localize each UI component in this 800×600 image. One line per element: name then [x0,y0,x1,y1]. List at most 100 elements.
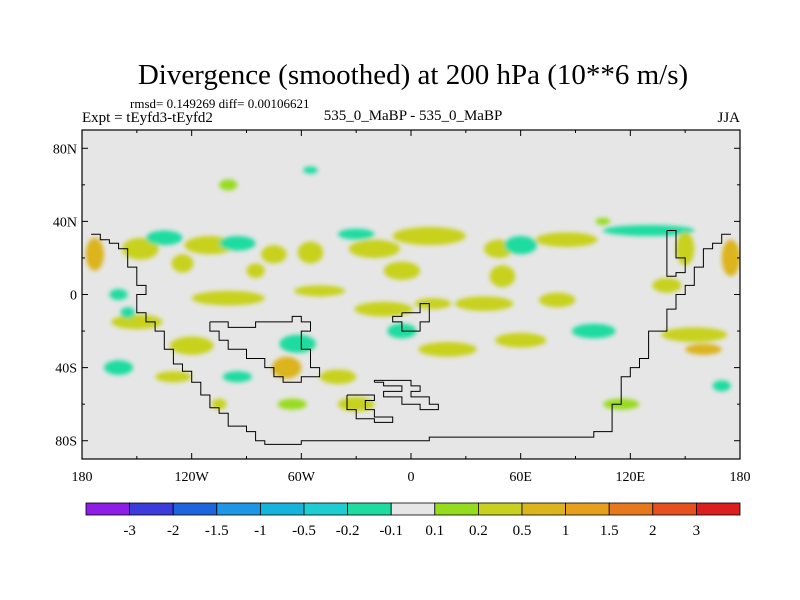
contour-blob [712,380,731,392]
contour-blob [272,356,302,379]
x-tick-label: 180 [72,470,93,485]
colorbar-label: 1 [562,523,570,539]
y-tick-label: 40N [53,215,77,230]
contour-blob [191,290,265,306]
colorbar-swatch [347,502,392,516]
colorbar-label: 0.1 [425,523,444,539]
contour-blob [169,336,214,355]
contour-blob [383,261,421,280]
colorbar-swatch [390,502,436,516]
contour-blob [602,225,695,237]
experiment-label: Expt = tEyfd3-tEyfd2 [82,110,213,126]
contour-blob [319,369,357,385]
colorbar-swatch [172,502,218,516]
contour-blob [489,265,516,288]
colorbar-label: -1.5 [205,523,229,539]
x-tick-label: 60E [509,470,532,485]
coastline-outline [346,394,394,423]
y-tick-label: 80S [55,435,77,450]
contour-blob [109,289,128,300]
contour-blob [504,236,538,255]
colorbar-swatch [129,502,174,516]
contour-blob [414,298,452,310]
contour-blob [535,232,598,247]
contour-blob [418,342,477,357]
contour-blob [279,334,316,353]
colorbar-label: -0.1 [379,523,403,539]
x-tick-label: 0 [408,470,415,485]
season-label: JJA [717,110,740,126]
contour-blob [676,232,695,266]
contour-blob [303,166,318,174]
colorbar-label: -2 [167,523,180,539]
colorbar-swatch [303,502,348,516]
contour-blob [111,314,163,330]
contour-blob [103,360,134,375]
contour-blob [652,278,682,293]
contour-blob [392,226,466,246]
colorbar-label: 0.2 [469,523,488,539]
contour-blob [155,371,192,383]
colorbar-label: 1.5 [600,523,619,539]
colorbar-swatch [259,502,305,516]
contour-blob [277,398,307,410]
contour-blob [246,263,265,279]
colorbar-swatch [216,502,261,516]
contour-blob [122,237,159,260]
contour-blob [495,332,547,348]
x-tick-label: 120E [616,470,646,485]
contour-blob [661,327,728,343]
colorbar-swatch [696,502,741,516]
contour-blob [145,230,183,246]
contour-blob [454,296,514,311]
colorbar-swatch [434,502,479,516]
colorbar-label: -0.2 [336,523,360,539]
contour-blob [721,239,740,277]
colorbar-swatch [652,502,697,516]
contour-blob [222,371,252,383]
contour-blob [294,285,346,297]
contour-blob [120,307,136,319]
contour-blob [211,398,227,410]
y-tick-label: 80N [53,142,77,157]
x-tick-label: 180 [730,470,751,485]
contour-blob [171,254,194,273]
contour-blob [297,241,324,264]
map-plot-area: 180 120W 60W 0 60E 120E 180 80N 40N 0 40S 80S [53,129,751,485]
colorbar-label: 0.5 [513,523,532,539]
coastline-outline [666,230,686,277]
stats-label: rmsd= 0.149269 diff= 0.00106621 [130,96,309,111]
contour-blob [219,179,238,191]
colorbar-label: -1 [254,523,267,539]
colorbar-label: -0.5 [292,523,316,539]
coastline-outline [392,303,430,332]
contour-blob [348,239,401,258]
contour-blob [595,217,611,226]
colorbar: -3 -2 -1.5 -1 -0.5 -0.2 -0.1 0.1 0.2 0.5 1 1.5 2 3 [85,502,741,539]
colorbar-swatch [608,502,654,516]
colorbar-swatch [565,502,610,516]
coastline-outline [373,379,439,411]
colorbar-label: 2 [649,523,657,539]
coastline-outline [209,315,321,383]
contour-blob [261,245,287,264]
case-label: 535_0_MaBP - 535_0_MaBP [324,108,503,124]
contour-blob [538,292,576,308]
contour-blob [571,323,616,339]
contour-blob [685,343,722,355]
colorbar-swatch [521,502,566,516]
plot-background [82,130,740,459]
colorbar-swatch [85,502,130,516]
x-tick-label: 120W [175,470,210,485]
chart-title: Divergence (smoothed) at 200 hPa (10**6 … [138,59,688,91]
contour-blob [354,301,413,317]
colorbar-swatch [477,502,523,516]
colorbar-label: 3 [693,523,701,539]
contour-blob [337,228,375,240]
x-tick-label: 60W [288,470,316,485]
contour-blob [219,236,256,251]
coastline-outline [91,233,731,445]
y-tick-label: 0 [70,289,77,304]
colorbar-label: -3 [123,523,136,539]
